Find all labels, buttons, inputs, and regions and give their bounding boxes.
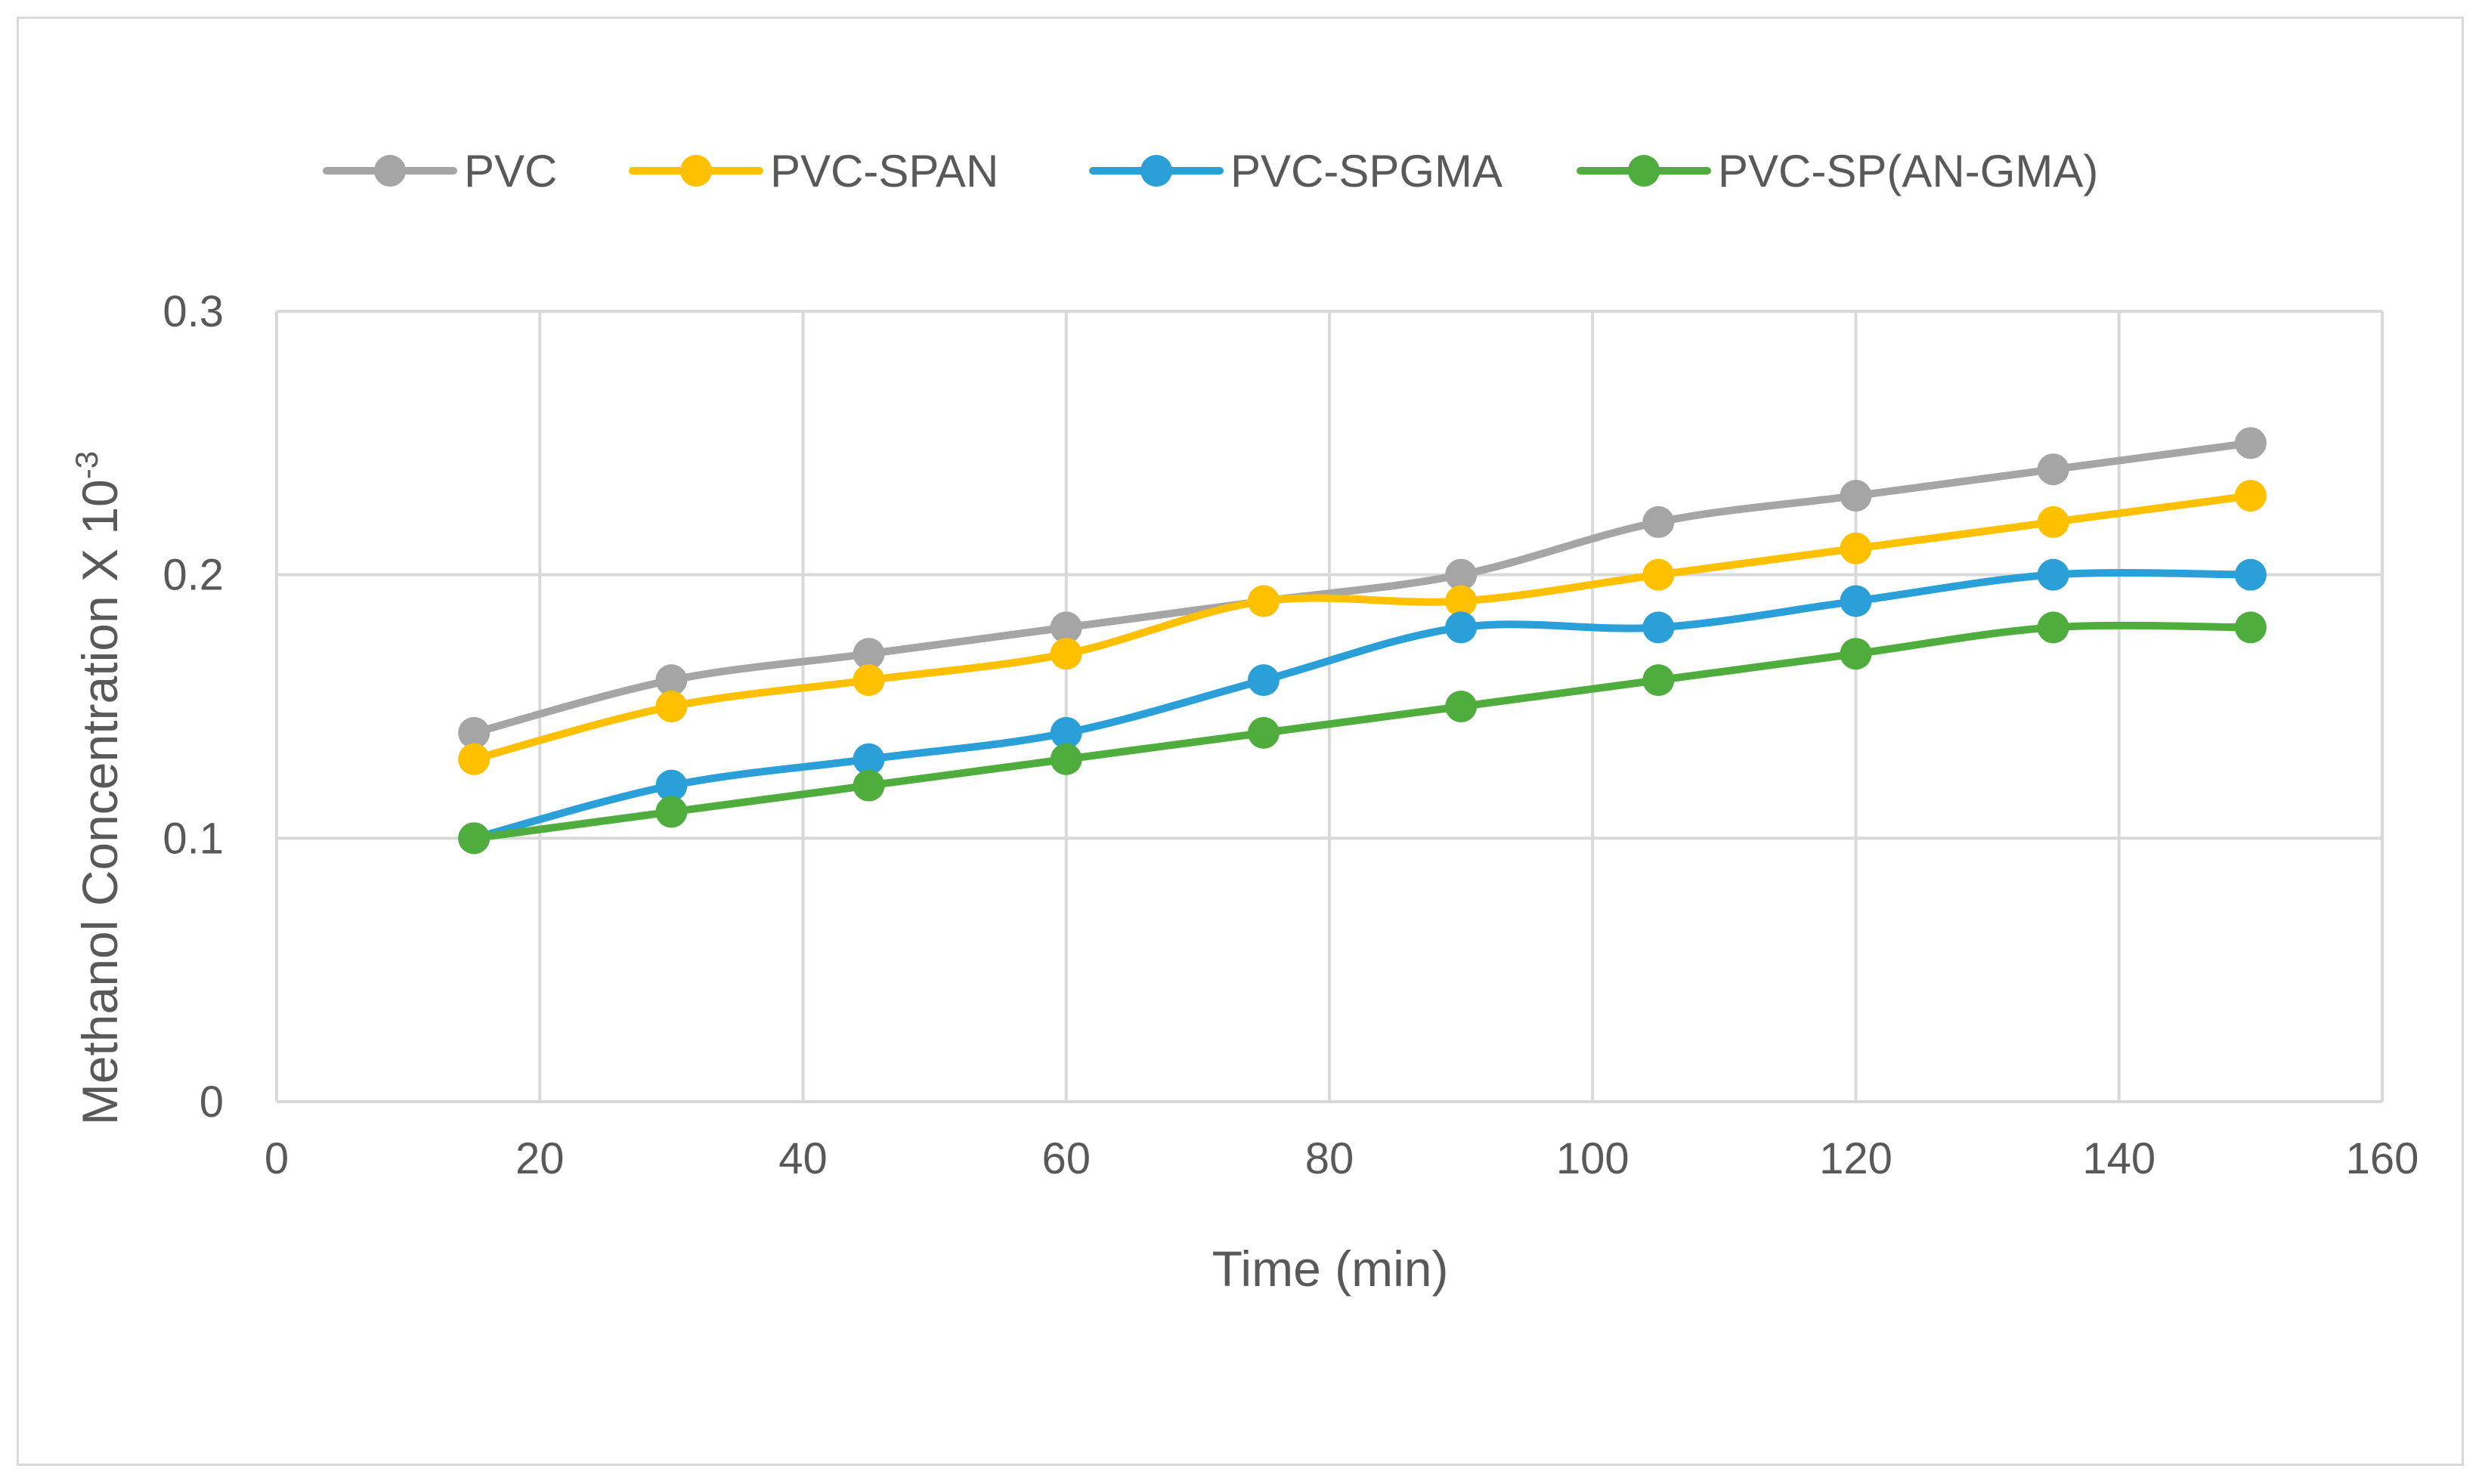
series-line-pvc-span: [470, 492, 2255, 763]
legend-swatch-marker: [374, 155, 406, 187]
data-point-pvc-sp-an-gma[interactable]: [2234, 611, 2267, 644]
data-point-pvc-sp-an-gma[interactable]: [2037, 611, 2069, 644]
y-tick-label: 0.1: [162, 814, 224, 863]
gridlines: [275, 310, 2384, 1103]
data-point-pvc-span[interactable]: [2037, 505, 2069, 538]
y-axis-title: Methanol Concentration X 10-3: [69, 451, 128, 1125]
x-tick-label: 0: [265, 1134, 289, 1183]
data-point-pvc[interactable]: [1840, 480, 1872, 512]
series-line-pvc-sp-an-gma: [470, 621, 2255, 842]
data-point-pvc-sp-an-gma[interactable]: [853, 769, 885, 802]
data-point-pvc[interactable]: [655, 664, 688, 697]
x-tick-label: 140: [2082, 1134, 2156, 1183]
legend-label: PVC-SPGMA: [1230, 146, 1503, 196]
data-point-pvc-span[interactable]: [1840, 532, 1872, 564]
series-pvc: [458, 427, 2267, 749]
data-point-pvc[interactable]: [2234, 427, 2267, 459]
data-point-pvc-spgma[interactable]: [1050, 716, 1082, 749]
data-point-pvc-spgma[interactable]: [655, 769, 688, 802]
x-tick-label: 100: [1556, 1134, 1629, 1183]
data-point-pvc[interactable]: [1642, 505, 1675, 538]
data-point-pvc-spgma[interactable]: [1445, 611, 1478, 644]
legend-swatch-marker: [1628, 155, 1660, 187]
legend-item-pvc-sp-an-gma[interactable]: PVC-SP(AN-GMA): [1577, 146, 2098, 196]
data-point-pvc-sp-an-gma[interactable]: [1247, 716, 1280, 749]
legend-label: PVC: [464, 146, 557, 196]
data-point-pvc-span[interactable]: [2234, 480, 2267, 512]
y-axis-tick-labels: 0 0.1 0.2 0.3: [162, 287, 224, 1127]
data-point-pvc-spgma[interactable]: [1840, 585, 1872, 617]
series-pvc-span: [458, 480, 2267, 775]
series-line-pvc: [470, 439, 2255, 737]
legend-label: PVC-SPAN: [770, 146, 998, 196]
data-point-pvc-spgma[interactable]: [1642, 611, 1675, 644]
data-point-pvc-span[interactable]: [1445, 585, 1478, 617]
data-point-pvc[interactable]: [853, 638, 885, 670]
x-tick-label: 80: [1305, 1134, 1354, 1183]
y-tick-label: 0.2: [162, 551, 224, 600]
data-point-pvc-sp-an-gma[interactable]: [1050, 743, 1082, 775]
data-point-pvc-spgma[interactable]: [853, 743, 885, 775]
x-tick-label: 120: [1819, 1134, 1892, 1183]
x-axis-tick-labels: 0 20 40 60 80 100 120 140 160: [265, 1134, 2419, 1183]
y-tick-label: 0: [200, 1077, 224, 1127]
data-point-pvc-spgma[interactable]: [2234, 558, 2267, 591]
y-axis-title-main: Methanol Concentration X 10: [72, 479, 128, 1125]
y-tick-label: 0.3: [162, 287, 224, 336]
legend-swatch-marker: [680, 155, 712, 187]
x-tick-label: 60: [1041, 1134, 1091, 1183]
legend[interactable]: PVC PVC-SPAN PVC-SPGMA PVC-SP(AN-GMA): [323, 146, 2098, 196]
legend-item-pvc-spgma[interactable]: PVC-SPGMA: [1089, 146, 1503, 196]
x-tick-label: 40: [778, 1134, 828, 1183]
data-point-pvc-span[interactable]: [853, 664, 885, 697]
x-tick-label: 160: [2346, 1134, 2419, 1183]
data-point-pvc[interactable]: [458, 716, 491, 749]
series-group: [458, 427, 2267, 855]
x-tick-label: 20: [515, 1134, 565, 1183]
data-point-pvc[interactable]: [1445, 558, 1478, 591]
chart-area: [17, 17, 2464, 1466]
data-point-pvc[interactable]: [2037, 453, 2069, 486]
series-pvc-sp-an-gma: [458, 611, 2267, 855]
series-line-pvc-spgma: [470, 569, 2255, 842]
data-point-pvc-spgma[interactable]: [2037, 558, 2069, 591]
y-axis-title-exponent: -3: [69, 451, 104, 479]
data-point-pvc-span[interactable]: [1642, 558, 1675, 591]
data-point-pvc-sp-an-gma[interactable]: [1840, 638, 1872, 670]
data-point-pvc-span[interactable]: [655, 691, 688, 722]
data-point-pvc[interactable]: [1050, 611, 1082, 644]
data-point-pvc-spgma[interactable]: [1247, 664, 1280, 697]
x-axis-title: Time (min): [1212, 1241, 1449, 1297]
data-point-pvc-sp-an-gma[interactable]: [458, 822, 491, 855]
legend-swatch-marker: [1140, 155, 1172, 187]
data-point-pvc-sp-an-gma[interactable]: [1445, 691, 1478, 722]
data-point-pvc-span[interactable]: [1247, 585, 1280, 617]
data-point-pvc-sp-an-gma[interactable]: [1642, 664, 1675, 697]
data-point-pvc-sp-an-gma[interactable]: [655, 796, 688, 828]
data-point-pvc-span[interactable]: [1050, 638, 1082, 670]
legend-item-pvc[interactable]: PVC: [323, 146, 557, 196]
data-point-pvc-span[interactable]: [458, 743, 491, 775]
legend-label: PVC-SP(AN-GMA): [1718, 146, 2098, 196]
legend-item-pvc-span[interactable]: PVC-SPAN: [629, 146, 998, 196]
